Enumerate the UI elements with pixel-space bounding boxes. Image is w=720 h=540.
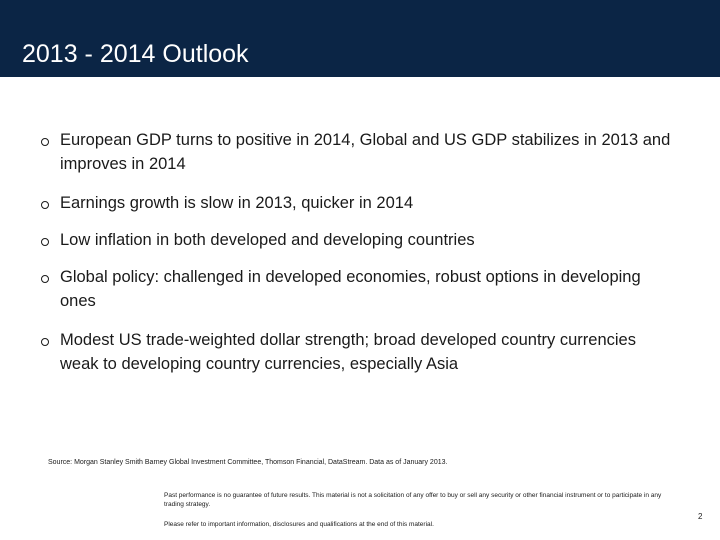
page-number: 2 <box>698 512 703 521</box>
bullet-circle-icon <box>41 338 49 346</box>
bullet-circle-icon <box>41 238 49 246</box>
bullet-text: Earnings growth is slow in 2013, quicker… <box>60 194 414 212</box>
source-note: Source: Morgan Stanley Smith Barney Glob… <box>48 459 448 466</box>
title-bar: 2013 - 2014 Outlook <box>0 0 720 77</box>
bullet-text: Modest US trade-weighted dollar strength… <box>60 331 636 373</box>
bullet-item: Low inflation in both developed and deve… <box>37 228 677 252</box>
disclaimer-text: Past performance is no guarantee of futu… <box>164 492 662 508</box>
bullet-circle-icon <box>41 201 49 209</box>
bullet-item: Earnings growth is slow in 2013, quicker… <box>37 191 677 215</box>
bullet-list: European GDP turns to positive in 2014, … <box>37 128 677 376</box>
disclosure-note: Please refer to important information, d… <box>164 521 434 528</box>
bullet-item: Global policy: challenged in developed e… <box>37 265 677 313</box>
bullet-circle-icon <box>41 138 49 146</box>
bullet-text: Low inflation in both developed and deve… <box>60 231 475 249</box>
bullet-text: European GDP turns to positive in 2014, … <box>60 131 671 173</box>
bullet-item: Modest US trade-weighted dollar strength… <box>37 328 677 376</box>
slide-title: 2013 - 2014 Outlook <box>22 40 249 68</box>
bullet-item: European GDP turns to positive in 2014, … <box>37 128 677 176</box>
bullet-text: Global policy: challenged in developed e… <box>60 268 641 310</box>
bullet-circle-icon <box>41 275 49 283</box>
